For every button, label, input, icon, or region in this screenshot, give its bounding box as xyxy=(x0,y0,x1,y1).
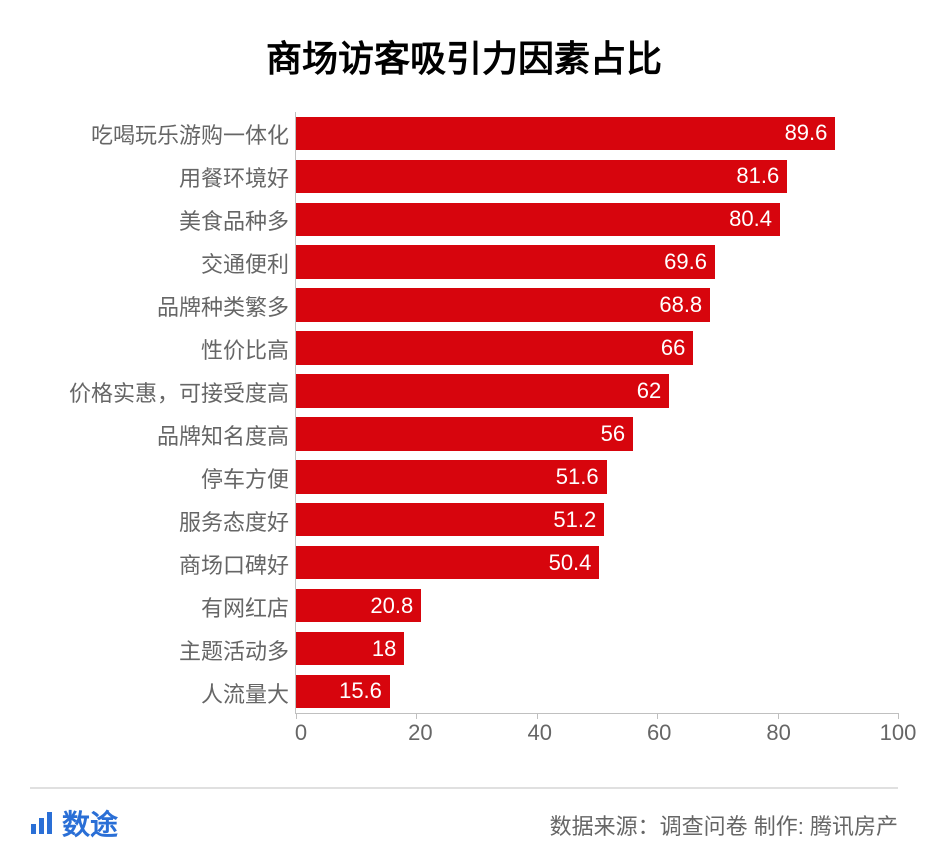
category-label: 美食品种多 xyxy=(179,198,289,241)
category-label: 品牌种类繁多 xyxy=(157,284,289,327)
bar-row: 51.2 xyxy=(296,498,898,541)
y-axis-labels: 吃喝玩乐游购一体化用餐环境好美食品种多交通便利品牌种类繁多性价比高价格实惠，可接… xyxy=(30,112,295,714)
x-tick-label: 0 xyxy=(295,720,307,746)
category-label: 品牌知名度高 xyxy=(157,413,289,456)
category-label: 商场口碑好 xyxy=(179,542,289,585)
x-tick-mark xyxy=(898,713,899,719)
category-label: 价格实惠，可接受度高 xyxy=(69,370,289,413)
bar-row: 68.8 xyxy=(296,284,898,327)
x-tick-label: 100 xyxy=(880,720,917,746)
bar: 89.6 xyxy=(296,117,835,150)
bar: 15.6 xyxy=(296,675,390,708)
bar-row: 18 xyxy=(296,627,898,670)
bar: 50.4 xyxy=(296,546,599,579)
footer: 数途 数据来源：调查问卷 制作: 腾讯房产 xyxy=(30,787,898,843)
bar: 81.6 xyxy=(296,160,787,193)
bar-row: 56 xyxy=(296,412,898,455)
x-tick-mark xyxy=(296,713,297,719)
x-tick-label: 80 xyxy=(766,720,790,746)
plot-area: 89.6 81.6 80.4 69.6 68.8 66 62 56 51.6 51.2 50.4 20… xyxy=(295,112,898,714)
bar: 66 xyxy=(296,331,693,364)
category-label: 主题活动多 xyxy=(179,628,289,671)
bar-row: 80.4 xyxy=(296,198,898,241)
x-tick-label: 20 xyxy=(408,720,432,746)
category-label: 吃喝玩乐游购一体化 xyxy=(91,112,289,155)
bar-row: 81.6 xyxy=(296,155,898,198)
x-tick-mark xyxy=(416,713,417,719)
bar-row: 50.4 xyxy=(296,541,898,584)
bar-row: 62 xyxy=(296,370,898,413)
bar-row: 15.6 xyxy=(296,670,898,713)
source-text: 数据来源：调查问卷 制作: 腾讯房产 xyxy=(550,809,898,841)
bar: 56 xyxy=(296,417,633,450)
x-axis: 020406080100 xyxy=(30,720,898,748)
category-label: 人流量大 xyxy=(201,671,289,714)
category-label: 交通便利 xyxy=(201,241,289,284)
x-tick-mark xyxy=(657,713,658,719)
bar: 18 xyxy=(296,632,404,665)
x-axis-ticks: 020406080100 xyxy=(301,720,898,748)
bar-row: 51.6 xyxy=(296,455,898,498)
x-tick-mark xyxy=(778,713,779,719)
category-label: 服务态度好 xyxy=(179,499,289,542)
x-tick-mark xyxy=(537,713,538,719)
category-label: 用餐环境好 xyxy=(179,155,289,198)
chart-container: 商场访客吸引力因素占比 吃喝玩乐游购一体化用餐环境好美食品种多交通便利品牌种类繁… xyxy=(0,0,928,849)
x-tick-label: 60 xyxy=(647,720,671,746)
bar-row: 69.6 xyxy=(296,241,898,284)
bar: 51.6 xyxy=(296,460,607,493)
category-label: 有网红店 xyxy=(201,585,289,628)
bar: 62 xyxy=(296,374,669,407)
x-tick-label: 40 xyxy=(528,720,552,746)
bar: 51.2 xyxy=(296,503,604,536)
chart-body: 吃喝玩乐游购一体化用餐环境好美食品种多交通便利品牌种类繁多性价比高价格实惠，可接… xyxy=(30,112,898,714)
brand-text: 数途 xyxy=(62,803,118,843)
bar-row: 66 xyxy=(296,327,898,370)
bar: 20.8 xyxy=(296,589,421,622)
x-axis-spacer xyxy=(30,720,301,748)
bar-row: 20.8 xyxy=(296,584,898,627)
category-label: 停车方便 xyxy=(201,456,289,499)
chart-title: 商场访客吸引力因素占比 xyxy=(30,30,898,82)
bar: 69.6 xyxy=(296,245,715,278)
bars-layer: 89.6 81.6 80.4 69.6 68.8 66 62 56 51.6 51.2 50.4 20… xyxy=(296,112,898,713)
category-label: 性价比高 xyxy=(201,327,289,370)
bar: 68.8 xyxy=(296,288,710,321)
bar: 80.4 xyxy=(296,203,780,236)
bar-chart-icon xyxy=(30,812,56,834)
bar-row: 89.6 xyxy=(296,112,898,155)
brand: 数途 xyxy=(30,803,118,843)
